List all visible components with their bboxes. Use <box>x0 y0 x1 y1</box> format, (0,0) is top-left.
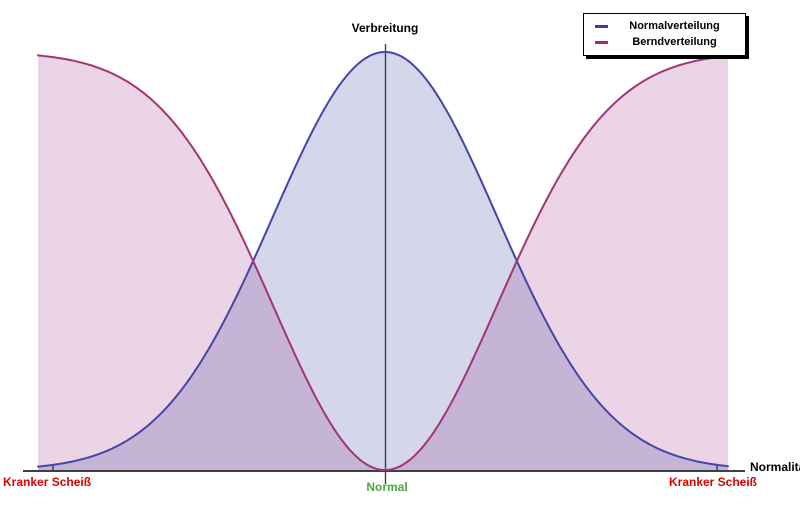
x-axis-title: Normalität <box>750 460 800 474</box>
berndverteilung-line-swatch <box>595 40 608 44</box>
x-tick-label-center: Normal <box>366 480 408 494</box>
legend-box: Normalverteilung Berndverteilung <box>583 13 746 56</box>
legend-row-normalverteilung: Normalverteilung <box>584 18 745 34</box>
legend-row-berndverteilung: Berndverteilung <box>584 34 745 50</box>
x-tick-label-right: Kranker Scheiß <box>668 475 758 489</box>
x-tick-label-left: Kranker Scheiß <box>3 475 92 489</box>
normalverteilung-curve <box>37 51 729 468</box>
legend-label-normalverteilung: Normalverteilung <box>629 20 720 32</box>
normalverteilung-area <box>38 52 728 471</box>
legend-label-berndverteilung: Berndverteilung <box>632 36 717 48</box>
berndverteilung-curve <box>37 54 729 471</box>
y-axis-title: Verbreitung <box>351 21 419 35</box>
berndverteilung-area <box>38 55 728 472</box>
normalverteilung-line-swatch <box>595 24 608 28</box>
